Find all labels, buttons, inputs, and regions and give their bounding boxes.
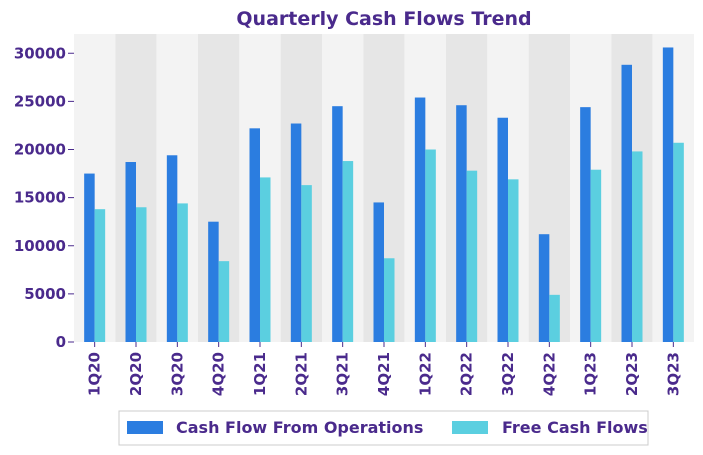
bar-free-cash-flow xyxy=(94,209,106,342)
x-axis-ticks: 1Q20 2Q20 3Q20 4Q20 1Q21 2Q21 3Q21 4Q21 1Q22 2Q22… xyxy=(86,342,682,396)
bar-free-cash-flow xyxy=(177,203,188,342)
bar-operations xyxy=(621,64,632,343)
bar-operations xyxy=(373,202,384,342)
bar-operations xyxy=(249,128,260,342)
y-tick-label: 30000 xyxy=(14,44,66,62)
legend: Cash Flow From Operations Free Cash Flows xyxy=(118,410,649,446)
legend-box xyxy=(118,410,649,446)
y-tick-label: 5000 xyxy=(24,285,66,303)
bars-group xyxy=(84,47,684,343)
legend-swatch xyxy=(452,421,488,434)
bar-operations xyxy=(84,173,95,342)
legend-label: Cash Flow From Operations xyxy=(176,418,423,437)
bar-free-cash-flow xyxy=(342,161,354,342)
bar-operations xyxy=(166,155,178,342)
x-tick-label: 2Q21 xyxy=(292,352,310,396)
x-tick-label: 1Q22 xyxy=(416,352,434,396)
bar-operations xyxy=(580,107,591,343)
x-tick-label: 3Q20 xyxy=(168,352,186,396)
bar-free-cash-flow xyxy=(384,258,395,342)
x-tick-label: 2Q20 xyxy=(127,352,145,396)
x-tick-label: 3Q23 xyxy=(664,352,682,396)
bar-operations xyxy=(662,47,674,342)
bar-free-cash-flow xyxy=(260,177,271,342)
x-tick-label: 1Q21 xyxy=(251,352,269,396)
bar-free-cash-flow xyxy=(136,207,147,342)
bar-operations xyxy=(332,106,343,342)
y-tick-label: 15000 xyxy=(14,189,66,207)
bar-free-cash-flow xyxy=(218,261,230,342)
bar-free-cash-flow xyxy=(425,149,436,342)
bar-free-cash-flow xyxy=(508,179,519,342)
bar-operations xyxy=(290,123,302,342)
x-tick-label: 4Q20 xyxy=(210,352,228,396)
category-band xyxy=(528,34,570,342)
y-tick-label: 10000 xyxy=(14,237,66,255)
x-tick-label: 1Q23 xyxy=(582,352,600,396)
x-tick-label: 3Q21 xyxy=(334,352,352,396)
y-axis-ticks: 0 5000 10000 15000 20000 25000 30000 xyxy=(14,44,74,351)
y-tick-label: 0 xyxy=(56,333,66,351)
bar-operations xyxy=(414,97,426,343)
bar-free-cash-flow xyxy=(590,169,602,342)
x-tick-label: 1Q20 xyxy=(86,352,104,396)
x-tick-label: 2Q23 xyxy=(623,352,641,396)
x-tick-label: 2Q22 xyxy=(458,352,476,396)
bar-free-cash-flow xyxy=(549,294,560,342)
bar-operations xyxy=(538,234,550,342)
legend-swatch xyxy=(127,421,163,434)
chart-title: Quarterly Cash Flows Trend xyxy=(236,8,531,30)
bar-free-cash-flow xyxy=(301,185,312,342)
x-tick-label: 4Q21 xyxy=(375,352,393,396)
bar-free-cash-flow xyxy=(673,142,684,342)
bar-operations xyxy=(125,162,136,342)
bar-free-cash-flow xyxy=(466,170,478,342)
legend-label: Free Cash Flows xyxy=(502,418,648,437)
bar-operations xyxy=(497,117,508,342)
y-tick-label: 25000 xyxy=(14,92,66,110)
x-tick-label: 4Q22 xyxy=(540,352,558,396)
x-tick-label: 3Q22 xyxy=(499,352,517,396)
bar-free-cash-flow xyxy=(632,151,643,342)
bar-operations xyxy=(208,221,219,342)
bar-operations xyxy=(456,105,467,342)
y-tick-label: 20000 xyxy=(14,141,66,159)
